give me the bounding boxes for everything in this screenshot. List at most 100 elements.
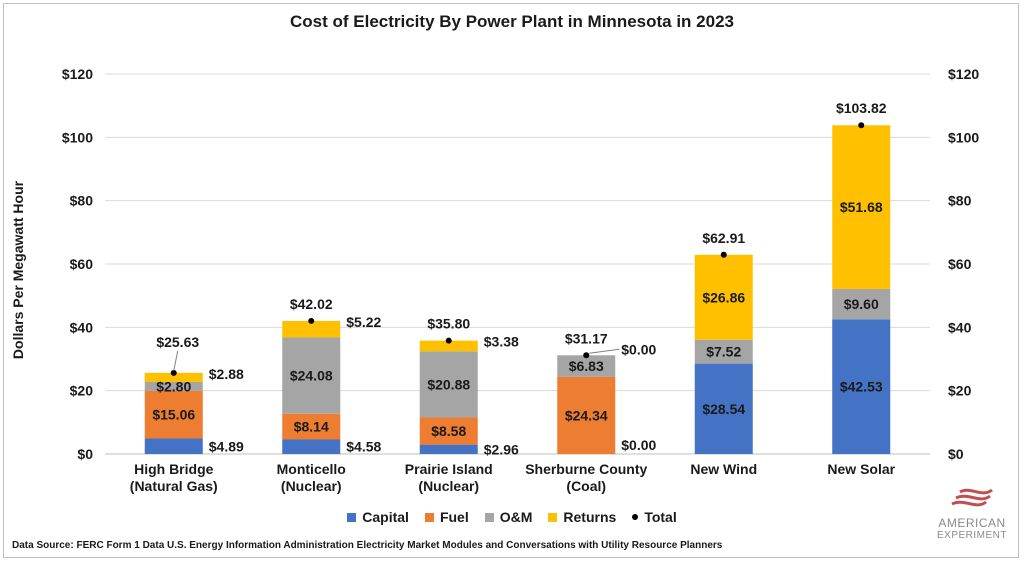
data-label-om: $7.52 [706,344,741,360]
fuel-swatch [424,512,434,522]
total-label: $31.17 [565,330,608,346]
x-tick-label: (Nuclear) [418,478,479,494]
bar-segment-capital [832,319,891,454]
data-label-om: $20.88 [427,376,470,392]
bar-segment-fuel [144,390,203,439]
data-source-note: Data Source: FERC Form 1 Data U.S. Energ… [12,540,723,551]
total-dot-icon [632,514,639,520]
bar-segment-returns [419,340,478,352]
total-marker [445,337,452,344]
data-label-capital: $42.53 [840,379,883,395]
y-tick-label-right: $60 [948,256,972,272]
legend-item-capital: Capital [347,509,409,525]
data-label-returns: $5.22 [346,314,381,330]
data-label-om: $9.60 [844,296,879,312]
data-label-capital: $2.96 [484,441,519,457]
data-label-capital: $4.89 [209,438,244,454]
x-tick-label: Sherburne County [525,461,647,477]
y-tick-label-right: $80 [948,193,972,209]
legend-label-capital: Capital [362,509,409,525]
chart-title: Cost of Electricity By Power Plant in Mi… [289,12,734,31]
legend: Capital Fuel O&M Returns Total [0,509,1024,525]
data-label-fuel: $24.34 [565,407,608,423]
data-label-returns: $3.38 [484,334,519,350]
bar-segment-capital [144,438,203,454]
data-label-returns: $0.00 [621,341,656,357]
legend-label-returns: Returns [563,509,617,525]
data-label-returns: $51.68 [840,199,883,215]
logo-line1: AMERICAN [938,516,1006,530]
total-label: $35.80 [427,316,470,332]
total-label: $62.91 [702,230,745,246]
y-tick-label-right: $40 [948,319,972,335]
x-tick-label: New Solar [827,461,895,477]
y-tick-label-right: $20 [948,383,972,399]
y-tick-label-left: $80 [70,193,94,209]
data-label-fuel: $15.06 [152,407,195,423]
bar-segment-returns [282,320,341,338]
y-tick-label-left: $100 [62,129,93,145]
data-label-fuel: $8.14 [294,419,329,435]
bar-segment-returns [832,125,891,289]
leader-line [589,348,620,354]
y-tick-label-left: $40 [70,319,94,335]
data-label-returns: $26.86 [702,289,745,305]
legend-label-fuel: Fuel [439,509,469,525]
total-marker [583,352,590,359]
y-tick-label-left: $60 [70,256,94,272]
x-tick-label: Prairie Island [405,461,493,477]
y-tick-label-left: $0 [77,446,93,462]
total-marker [720,251,727,258]
bar-segment-om [282,337,341,414]
data-label-om: $6.83 [569,358,604,374]
bar-segment-fuel [557,376,616,454]
capital-swatch [347,512,357,522]
total-label: $25.63 [156,334,199,350]
bar-segment-returns [694,254,753,340]
bar-segment-capital [694,363,753,454]
legend-item-om: O&M [484,509,533,525]
leader-line [173,350,179,371]
bar-segment-om [557,355,616,377]
returns-swatch [548,512,558,522]
y-tick-label-right: $100 [948,129,979,145]
data-label-capital: $28.54 [702,401,745,417]
legend-item-fuel: Fuel [424,509,469,525]
x-tick-label: (Coal) [566,478,606,494]
x-tick-label: High Bridge [134,461,214,477]
legend-label-om: O&M [499,509,533,525]
bar-segment-capital [419,444,478,454]
data-label-fuel: $8.58 [431,423,466,439]
data-label-capital: $4.58 [346,439,381,455]
data-label-returns: $2.88 [209,366,244,382]
logo-line2: EXPERIMENT [936,530,1007,541]
data-label-om: $24.08 [290,368,333,384]
total-marker [170,369,177,376]
data-label-capital: $0.00 [621,437,656,453]
x-tick-label: Monticello [277,461,346,477]
bar-segment-om [144,381,203,391]
legend-label-total: Total [644,509,677,525]
bar-segment-om [694,339,753,364]
bar-segment-returns [144,372,203,382]
bar-segment-om [419,351,478,418]
bar-segment-fuel [282,413,341,440]
total-marker [858,122,865,129]
total-marker [308,317,315,324]
bar-segment-capital [282,439,341,454]
total-label: $42.02 [290,296,333,312]
legend-item-returns: Returns [548,509,616,525]
american-experiment-logo: AMERICAN EXPERIMENT [930,486,1014,544]
bar-segment-om [832,288,891,320]
x-tick-label: New Wind [690,461,757,477]
om-swatch [484,512,494,522]
total-label: $103.82 [836,100,887,116]
y-tick-label-left: $120 [62,66,93,82]
y-tick-label-left: $20 [70,383,94,399]
bar-segment-fuel [419,417,478,445]
x-tick-label: (Natural Gas) [130,478,218,494]
flag-stripes-icon [951,488,993,507]
y-tick-label-right: $120 [948,66,979,82]
data-label-om: $2.80 [156,378,191,394]
